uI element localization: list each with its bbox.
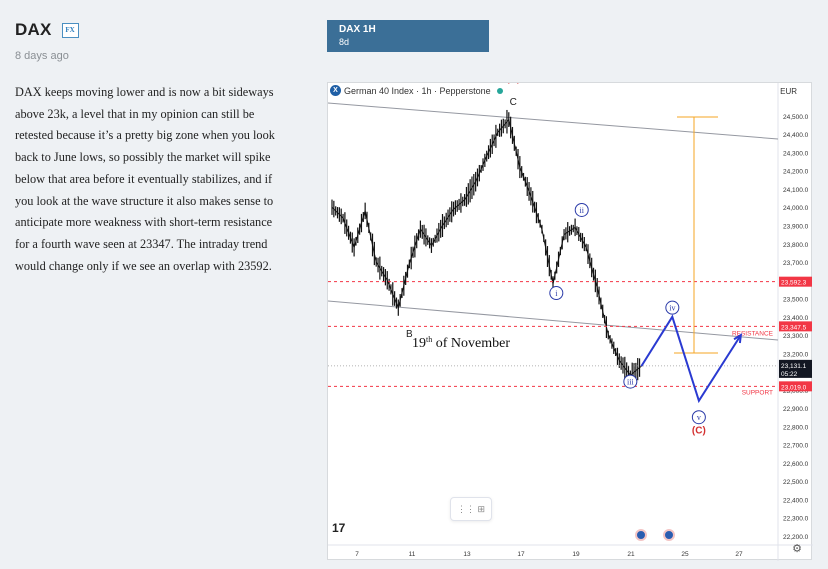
article-body: DAX keeps moving lower and is now a bit … — [15, 85, 275, 273]
x-tick-label: 13 — [463, 551, 471, 558]
y-tick-label: 23,400.0 — [783, 315, 809, 322]
article-header: DAX FX — [15, 20, 79, 40]
x-tick-label: 25 — [681, 551, 689, 558]
event-marker-icon[interactable] — [635, 529, 647, 541]
wave-label: (C) — [692, 426, 706, 437]
current-price-label: 23,131.1 — [781, 363, 807, 370]
wave-label: C — [510, 97, 517, 108]
price-line — [331, 118, 642, 376]
x-tick-label: 19 — [572, 551, 580, 558]
price-level-tag — [779, 321, 812, 332]
settings-icon[interactable]: ⚙ — [792, 543, 802, 555]
x-tick-label: 27 — [735, 551, 743, 558]
y-tick-label: 24,100.0 — [783, 187, 809, 194]
symbol-label[interactable]: German 40 Index · 1h · Pepperstone — [344, 85, 491, 96]
wave-label: iv — [669, 304, 675, 313]
y-tick-label: 23,500.0 — [783, 297, 809, 304]
wave-label: B — [406, 329, 413, 340]
projection-path — [640, 314, 742, 404]
y-tick-label: 22,200.0 — [783, 534, 809, 541]
tab-subtitle: 8d — [339, 37, 350, 47]
price-level-label: 23,019.0 — [781, 384, 807, 391]
wave-label: i — [555, 289, 558, 298]
channel-upper-line — [328, 102, 779, 140]
y-tick-label: 24,400.0 — [783, 132, 809, 139]
countdown-label: 05:22 — [781, 371, 798, 378]
chart-canvas: 24,500.0 24,400.0 24,300.0 24,200.0 24,100.0… — [328, 83, 813, 561]
y-tick-label: 22,700.0 — [783, 443, 809, 450]
y-tick-label: 24,500.0 — [783, 114, 809, 121]
y-tick-label: 23,300.0 — [783, 333, 809, 340]
ticker-title: DAX — [15, 20, 52, 39]
date-annotation: 19th of November — [412, 335, 510, 351]
fx-badge-icon: FX — [61, 22, 79, 38]
wave-label-circle — [691, 410, 706, 425]
article-panel: DAX FX 8 days ago DAX keeps moving lower… — [0, 0, 300, 569]
channel-lower-line — [328, 300, 779, 341]
price-level-tag — [779, 276, 812, 287]
y-tick-label: 22,600.0 — [783, 461, 809, 468]
y-tick-label: 24,000.0 — [783, 205, 809, 212]
wave-label-circle — [665, 300, 680, 315]
price-chart[interactable]: 24,500.0 24,400.0 24,300.0 24,200.0 24,100.0… — [327, 82, 813, 561]
y-tick-label: 24,200.0 — [783, 169, 809, 176]
price-level-tag — [779, 381, 812, 392]
wave-label: (B) — [506, 83, 520, 84]
symbol-logo-icon: X — [330, 85, 341, 96]
x-tick-label: 7 — [355, 551, 359, 558]
y-tick-label: 22,400.0 — [783, 497, 809, 504]
y-tick-label: 22,300.0 — [783, 516, 809, 523]
annotation-day: 19 — [412, 336, 426, 351]
y-tick-label: 22,800.0 — [783, 424, 809, 431]
post-age: 8 days ago — [15, 50, 69, 62]
y-tick-label: 22,900.0 — [783, 406, 809, 413]
tools-icon: ⋮⋮ ⊞ — [456, 503, 486, 514]
chart-header: X German 40 Index · 1h · Pepperstone — [330, 85, 503, 96]
x-tick-label: 21 — [627, 551, 635, 558]
current-price-tag — [779, 359, 812, 378]
y-tick-label: 22,500.0 — [783, 479, 809, 486]
wave-label-circle — [549, 286, 564, 301]
annotation-suffix: th — [426, 335, 432, 344]
wave-label-circle — [623, 374, 638, 389]
y-tick-label: 23,800.0 — [783, 242, 809, 249]
currency-label[interactable]: EUR — [780, 87, 797, 96]
x-tick-label: 17 — [517, 551, 525, 558]
x-tick-label: 11 — [409, 551, 416, 558]
y-tick-label: 24,300.0 — [783, 150, 809, 157]
chart-tools-button[interactable]: ⋮⋮ ⊞ — [450, 497, 492, 521]
price-level-label: 23,592.3 — [781, 280, 807, 287]
level-name-label: SUPPORT — [742, 389, 773, 396]
annotation-month: of November — [432, 336, 510, 351]
y-tick-label: 23,900.0 — [783, 223, 809, 230]
y-tick-label: 23,700.0 — [783, 260, 809, 267]
projection-arrowhead — [733, 333, 743, 344]
tab-title: DAX 1H — [339, 24, 376, 35]
market-open-icon — [496, 87, 503, 94]
wave-label: iii — [627, 378, 634, 387]
chart-tab[interactable]: DAX 1H 8d — [327, 20, 489, 52]
tradingview-logo-icon[interactable]: 17 — [332, 521, 346, 535]
level-name-label: RESISTANCE — [732, 330, 774, 337]
wave-label-circle — [574, 202, 589, 217]
event-marker-icon[interactable] — [663, 529, 675, 541]
wave-label: v — [697, 413, 701, 422]
wave-label: ii — [580, 206, 585, 215]
price-level-label: 23,347.5 — [781, 324, 807, 331]
y-tick-label: 23,200.0 — [783, 351, 809, 358]
